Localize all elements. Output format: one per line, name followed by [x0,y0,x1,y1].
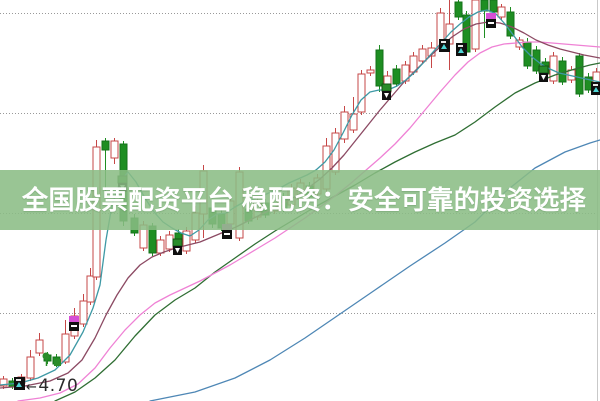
price-label-value: 4.70 [38,376,79,396]
promo-banner-title: 全国股票配资平台 稳配资：安全可靠的投资选择 [22,185,587,215]
left-arrow-icon: ← [26,380,38,395]
promo-banner: 全国股票配资平台 稳配资：安全可靠的投资选择 [0,170,600,230]
price-label: ←4.70 [26,376,78,396]
